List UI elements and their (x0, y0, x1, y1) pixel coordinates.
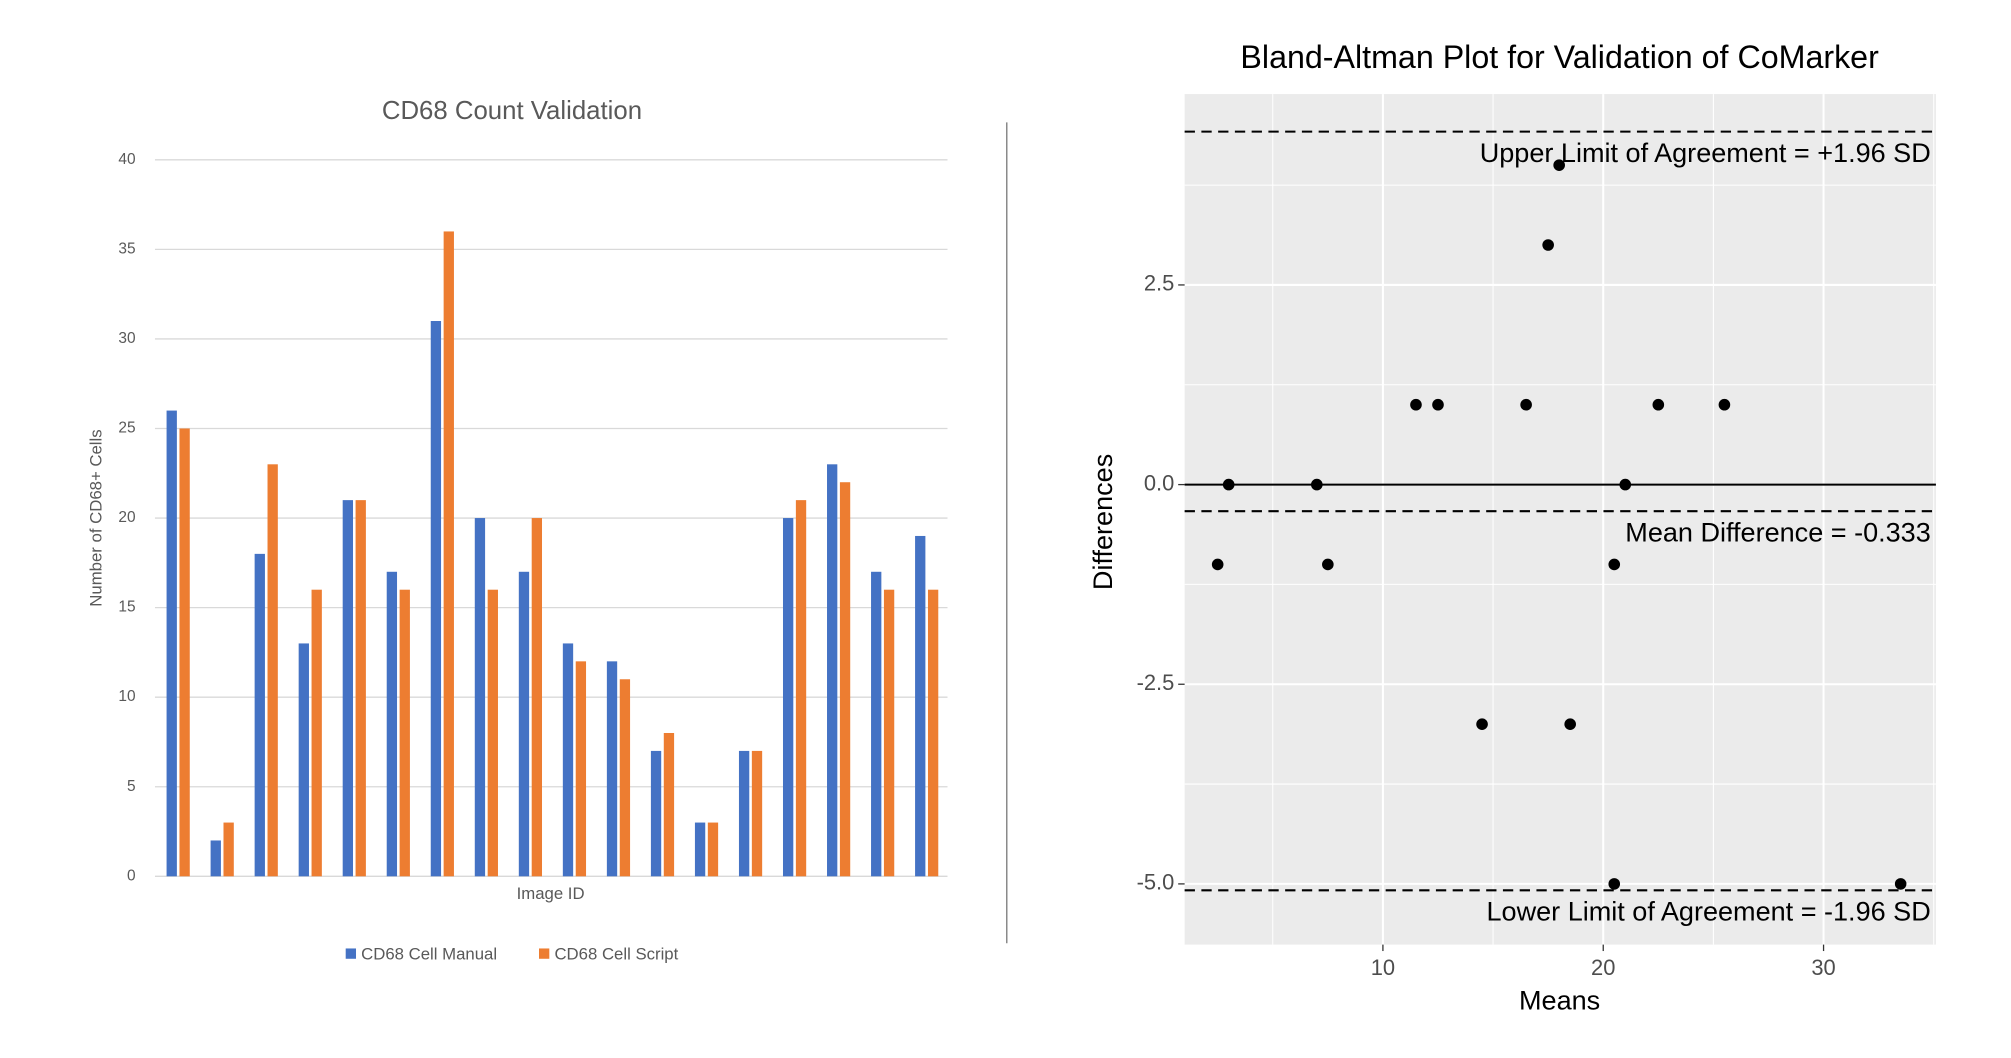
y-tick-label: 25 (118, 420, 135, 437)
bar (619, 679, 631, 877)
point (1619, 478, 1632, 491)
bar (562, 643, 574, 877)
bar (179, 428, 190, 877)
point (1211, 558, 1224, 571)
bar (487, 589, 498, 877)
x-tick-label: 10 (1371, 955, 1395, 980)
legend-swatch (345, 948, 357, 959)
bar (474, 518, 486, 877)
point (1410, 398, 1422, 411)
bar (386, 571, 398, 877)
annotation: Mean Difference = -0.333 (1625, 518, 1930, 548)
bar (267, 464, 278, 877)
bar (355, 500, 366, 877)
y-axis-label: Number of CD68+ Cells (86, 429, 105, 606)
x-tick-label: 30 (1811, 955, 1835, 980)
x-tick-label: 20 (1591, 955, 1615, 980)
y-tick-label: 0.0 (1144, 470, 1174, 495)
bar (915, 535, 926, 877)
legend-swatch (539, 948, 550, 959)
y-tick-label: -2.5 (1137, 670, 1175, 695)
bar (399, 589, 410, 877)
bar (738, 750, 750, 877)
chart-title: Bland-Altman Plot for Validation of CoMa… (1240, 39, 1879, 75)
bar (782, 518, 794, 877)
annotation: Upper Limit of Agreement = +1.96 SD (1480, 138, 1931, 168)
bar (254, 553, 265, 877)
bar (707, 822, 719, 877)
point (1608, 878, 1621, 890)
point (1476, 718, 1488, 730)
bar (839, 482, 851, 877)
y-tick-label: 40 (118, 151, 135, 168)
bar (430, 321, 442, 877)
y-tick-label: 10 (118, 688, 135, 705)
y-tick-label: 15 (118, 599, 135, 616)
legend-label: CD68 Cell Manual (361, 944, 497, 963)
bar (223, 822, 234, 877)
bar (575, 661, 587, 877)
point (1652, 398, 1665, 411)
point (1553, 159, 1565, 171)
point (1520, 398, 1532, 411)
bar (871, 571, 882, 877)
bar (531, 518, 543, 877)
point (1718, 398, 1731, 411)
point (1311, 478, 1323, 491)
bar (311, 589, 322, 877)
y-tick-label: 0 (127, 867, 136, 884)
y-tick-label: -5.0 (1137, 870, 1175, 895)
y-tick-label: 20 (118, 509, 135, 526)
bar (606, 661, 618, 877)
bar (883, 589, 895, 877)
point (1894, 878, 1907, 890)
bar (210, 840, 221, 877)
legend-label: CD68 Cell Script (554, 944, 678, 963)
y-tick-label: 30 (118, 330, 135, 347)
x-axis-label: Means (1519, 986, 1600, 1016)
point (1222, 478, 1235, 491)
bar (650, 750, 662, 877)
bar (298, 643, 309, 877)
bar (927, 589, 939, 877)
point (1432, 398, 1444, 411)
bar (342, 500, 354, 877)
y-tick-label: 5 (127, 778, 136, 795)
plot-panel (1184, 94, 1936, 945)
bar (166, 410, 177, 877)
x-axis-label: Image ID (517, 884, 585, 903)
bar (443, 231, 454, 877)
annotation: Lower Limit of Agreement = -1.96 SD (1487, 897, 1931, 927)
y-tick-label: 2.5 (1144, 271, 1174, 296)
y-axis-label: Differences (1088, 454, 1118, 590)
y-tick-label: 35 (118, 240, 135, 257)
bar (751, 750, 763, 877)
bar (663, 732, 675, 877)
point (1608, 558, 1621, 571)
bar (795, 500, 807, 877)
bar (518, 571, 530, 877)
point (1564, 718, 1576, 730)
point (1542, 239, 1554, 251)
chart-title: CD68 Count Validation (382, 97, 642, 125)
bar (694, 822, 706, 877)
bar (827, 464, 838, 877)
point (1322, 558, 1334, 571)
